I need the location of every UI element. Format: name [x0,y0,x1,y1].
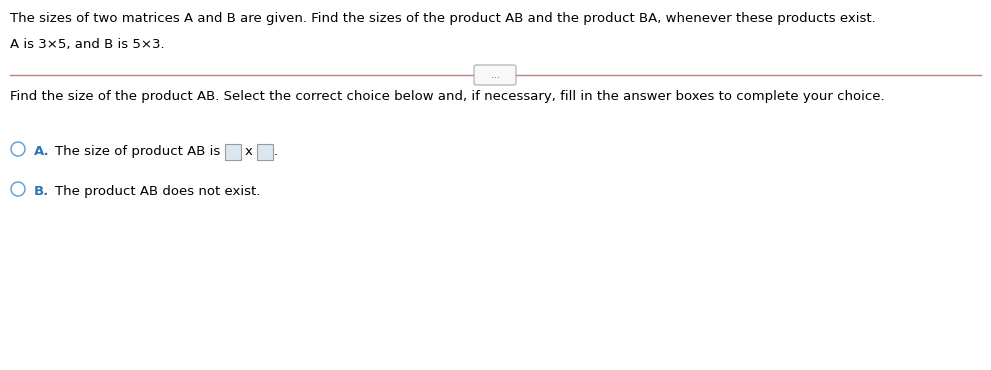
Circle shape [11,182,25,196]
FancyBboxPatch shape [474,65,516,85]
FancyBboxPatch shape [257,144,273,160]
Text: ...: ... [491,70,499,80]
Text: .: . [274,145,278,158]
Text: x: x [245,145,253,158]
Circle shape [11,142,25,156]
FancyBboxPatch shape [225,144,241,160]
Text: The product AB does not exist.: The product AB does not exist. [55,185,261,198]
Text: The size of product AB is: The size of product AB is [55,145,220,158]
Text: A.: A. [34,145,50,158]
Text: The sizes of two matrices A and B are given. Find the sizes of the product AB an: The sizes of two matrices A and B are gi… [10,12,876,25]
Text: Find the size of the product AB. Select the correct choice below and, if necessa: Find the size of the product AB. Select … [10,90,885,103]
Text: A is 3×5, and B is 5×3.: A is 3×5, and B is 5×3. [10,38,165,51]
Text: B.: B. [34,185,50,198]
